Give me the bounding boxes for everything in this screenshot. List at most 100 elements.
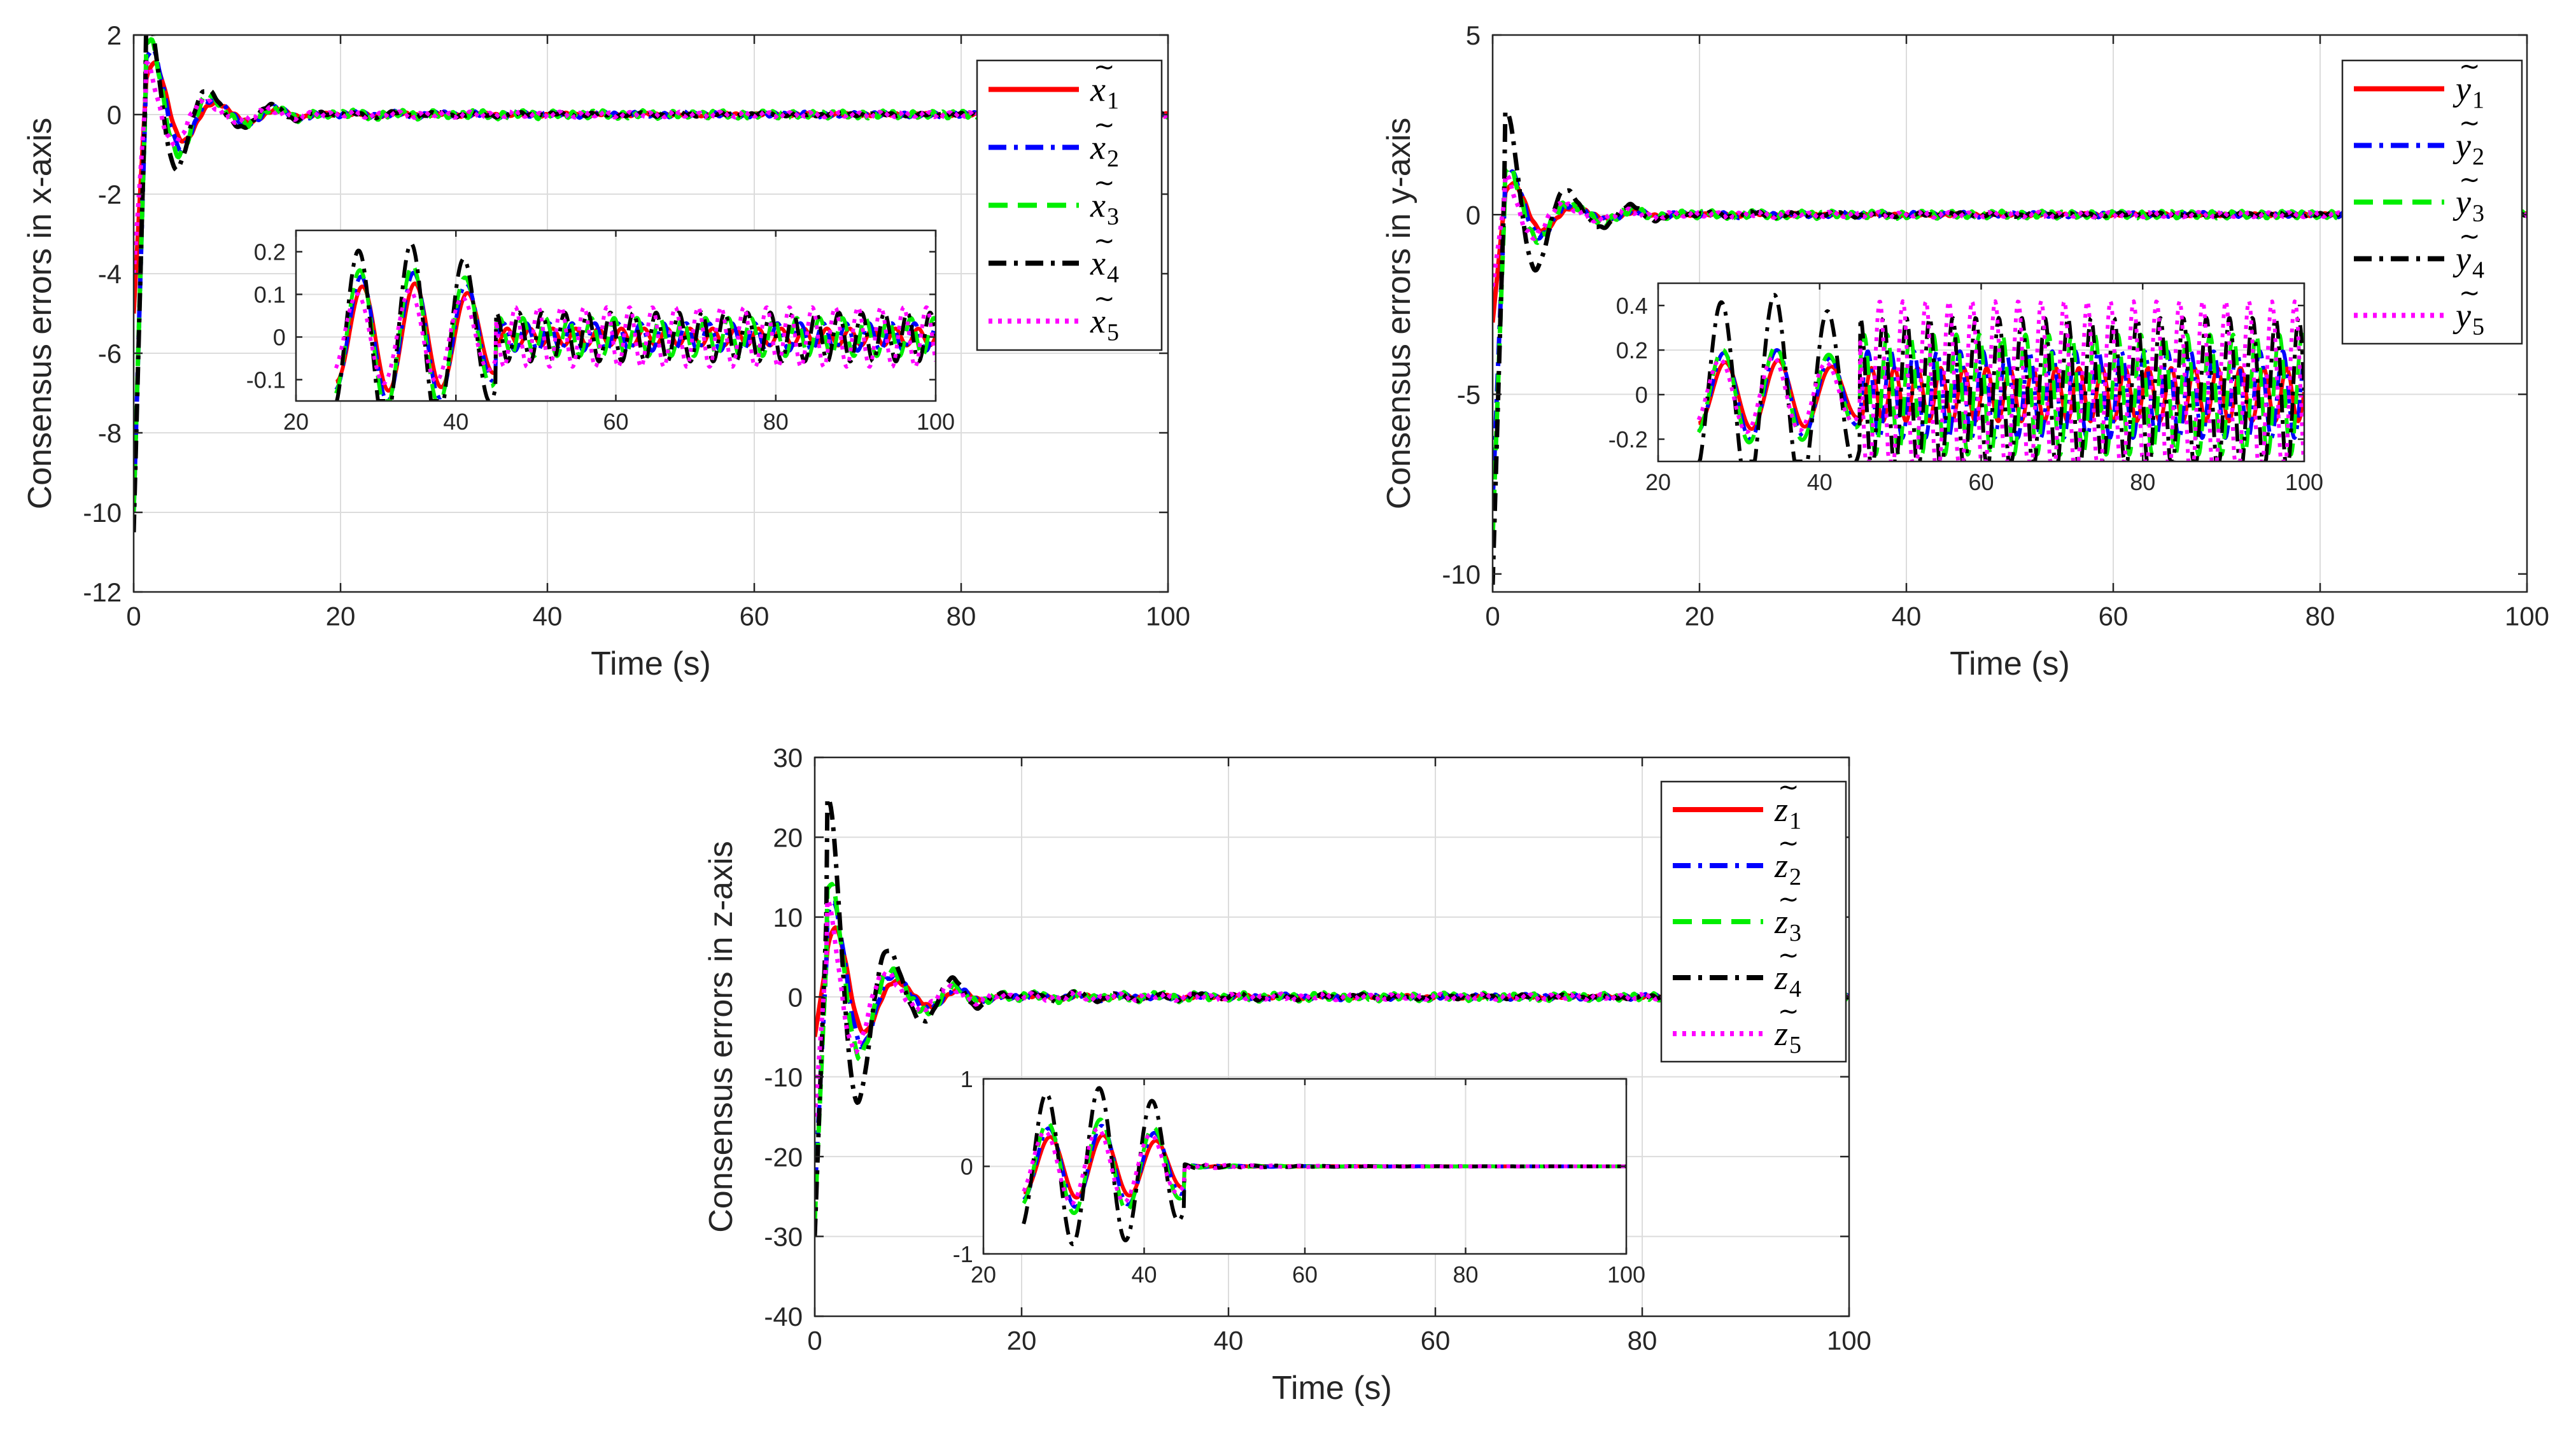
legend-y: ~y1~y2~y3~y4~y5 bbox=[2341, 52, 2523, 345]
legend-tilde: ~ bbox=[1778, 997, 1799, 1026]
inset-z-xtick-label: 40 bbox=[1131, 1262, 1157, 1288]
inset-y-xtick-label: 40 bbox=[1807, 469, 1833, 495]
main-z-xtick-label: 20 bbox=[1007, 1326, 1037, 1356]
legend-box bbox=[976, 59, 1163, 351]
inset-z-ytick-label: 0 bbox=[961, 1153, 973, 1179]
main-z-ytick-label: 0 bbox=[788, 982, 803, 1012]
main-z-ytick-label: 20 bbox=[773, 823, 803, 853]
inset-y-ytick-label: 0.2 bbox=[1616, 337, 1648, 363]
inset-series-line-y3 bbox=[1696, 332, 2304, 457]
main-x-ytick-label: -2 bbox=[98, 179, 122, 209]
inset-z-xtick-label: 20 bbox=[971, 1262, 996, 1288]
inset-series-line-y4 bbox=[1697, 293, 2304, 461]
main-y-xtick-label: 100 bbox=[2505, 601, 2549, 631]
inset-y-series-group bbox=[1696, 293, 2304, 461]
legend-label-z5: z5 bbox=[1774, 1015, 1801, 1058]
inset-z-ytick-label: 1 bbox=[961, 1066, 973, 1092]
inset-z-series-group bbox=[1022, 1086, 1626, 1246]
main-x-ytick-label: -8 bbox=[98, 418, 122, 448]
main-x-ytick-label: -6 bbox=[98, 339, 122, 369]
main-z-ytick-label: -10 bbox=[764, 1062, 803, 1092]
legend-tilde: ~ bbox=[1094, 53, 1115, 82]
inset-z-xtick-label: 100 bbox=[1607, 1262, 1645, 1288]
legend-label-x1: x1 bbox=[1090, 71, 1119, 115]
main-z-ytick-label: -30 bbox=[764, 1222, 803, 1252]
legend-tilde: ~ bbox=[2459, 222, 2481, 251]
main-z-xtick-label: 60 bbox=[1421, 1326, 1451, 1356]
x-axis-label: Time (s) bbox=[1950, 645, 2070, 682]
main-z-xtick-label: 40 bbox=[1214, 1326, 1244, 1356]
y-axis-label: Consensus errors in x-axis bbox=[22, 118, 59, 510]
legend-tilde: ~ bbox=[1094, 111, 1115, 140]
main-z-ytick-label: -20 bbox=[764, 1142, 803, 1172]
main-x-xtick-label: 40 bbox=[533, 601, 563, 631]
series-line-y5 bbox=[1493, 173, 2527, 287]
main-y-xtick-label: 0 bbox=[1485, 601, 1500, 631]
inset-z-xtick-label: 80 bbox=[1453, 1262, 1478, 1288]
main-x-xtick-label: 100 bbox=[1146, 601, 1190, 631]
inset-y-xtick-label: 20 bbox=[1645, 469, 1671, 495]
legend-box bbox=[1660, 780, 1847, 1063]
main-y-ytick-label: 5 bbox=[1466, 20, 1481, 50]
main-y-xtick-label: 80 bbox=[2305, 601, 2335, 631]
legend-tilde: ~ bbox=[2459, 52, 2481, 81]
legend-tilde: ~ bbox=[1094, 169, 1115, 198]
inset-y-ytick-label: 0.4 bbox=[1616, 293, 1648, 319]
series-line-x5 bbox=[134, 60, 1168, 274]
main-y-ytick-label: -10 bbox=[1442, 559, 1481, 589]
main-x-ytick-label: 0 bbox=[107, 100, 122, 130]
inset-y-xtick-label: 100 bbox=[2285, 469, 2323, 495]
legend-tilde: ~ bbox=[1094, 227, 1115, 256]
inset-x-xtick-label: 100 bbox=[917, 409, 955, 435]
main-y-ytick-label: 0 bbox=[1466, 200, 1481, 230]
inset-series-line-y2 bbox=[1697, 348, 2304, 441]
legend-tilde: ~ bbox=[2459, 165, 2481, 195]
inset-z-ytick-label: -1 bbox=[953, 1241, 973, 1267]
legend-tilde: ~ bbox=[1094, 285, 1115, 314]
main-z-ytick-label: -40 bbox=[764, 1302, 803, 1332]
main-x-xtick-label: 80 bbox=[947, 601, 976, 631]
legend-label-x5: x5 bbox=[1090, 302, 1119, 346]
main-x-xtick-label: 20 bbox=[326, 601, 356, 631]
x-axis-label: Time (s) bbox=[1272, 1370, 1392, 1407]
main-x-ytick-label: -4 bbox=[98, 259, 122, 289]
legend-tilde: ~ bbox=[2459, 109, 2481, 138]
inset-x-xtick-label: 80 bbox=[763, 409, 789, 435]
legend-z: ~z1~z2~z3~z4~z5 bbox=[1660, 773, 1847, 1063]
inset-x-ytick-label: 0 bbox=[273, 324, 286, 350]
inset-series-line-y5 bbox=[1696, 299, 2304, 461]
main-y-xtick-label: 40 bbox=[1892, 601, 1922, 631]
x-axis-label: Time (s) bbox=[591, 645, 711, 682]
inset-y-xtick-label: 80 bbox=[2130, 469, 2155, 495]
legend-x: ~x1~x2~x3~x4~x5 bbox=[976, 53, 1163, 351]
inset-x-xtick-label: 40 bbox=[443, 409, 468, 435]
inset-y-ytick-label: -0.2 bbox=[1608, 426, 1648, 453]
legend-label-y5: y5 bbox=[2453, 297, 2484, 341]
main-z-xtick-label: 0 bbox=[807, 1326, 822, 1356]
inset-x-xtick-label: 60 bbox=[603, 409, 628, 435]
legend-tilde: ~ bbox=[1778, 773, 1799, 802]
main-z-frame bbox=[813, 756, 1850, 1318]
inset-y-xtick-label: 60 bbox=[1968, 469, 1994, 495]
main-x-xtick-label: 0 bbox=[126, 601, 141, 631]
main-z-ytick-label: 10 bbox=[773, 903, 803, 932]
main-y-ytick-label: -5 bbox=[1457, 380, 1481, 410]
inset-x-ytick-label: 0.2 bbox=[254, 239, 286, 265]
main-z-ytick-label: 30 bbox=[773, 743, 803, 773]
main-y-xtick-label: 60 bbox=[2099, 601, 2129, 631]
inset-series-line-z4 bbox=[1022, 1086, 1626, 1246]
chart-y-axis-errors: -10 -5 0 5 0 20 40 60 80 100 Time (s) Consensus err… bbox=[1381, 20, 2549, 682]
legend-tilde: ~ bbox=[1778, 885, 1799, 914]
inset-z-xtick-label: 60 bbox=[1292, 1262, 1318, 1288]
main-x-ytick-label: -10 bbox=[83, 498, 122, 528]
inset-x-ytick-label: -0.1 bbox=[246, 367, 286, 393]
inset-x-ytick-label: 0.1 bbox=[254, 281, 286, 307]
series-line-z4 bbox=[815, 796, 1849, 1237]
legend-tilde: ~ bbox=[1778, 829, 1799, 858]
inset-series-line-x4 bbox=[335, 241, 936, 401]
main-z-xtick-label: 100 bbox=[1827, 1326, 1871, 1356]
main-x-xtick-label: 60 bbox=[740, 601, 770, 631]
